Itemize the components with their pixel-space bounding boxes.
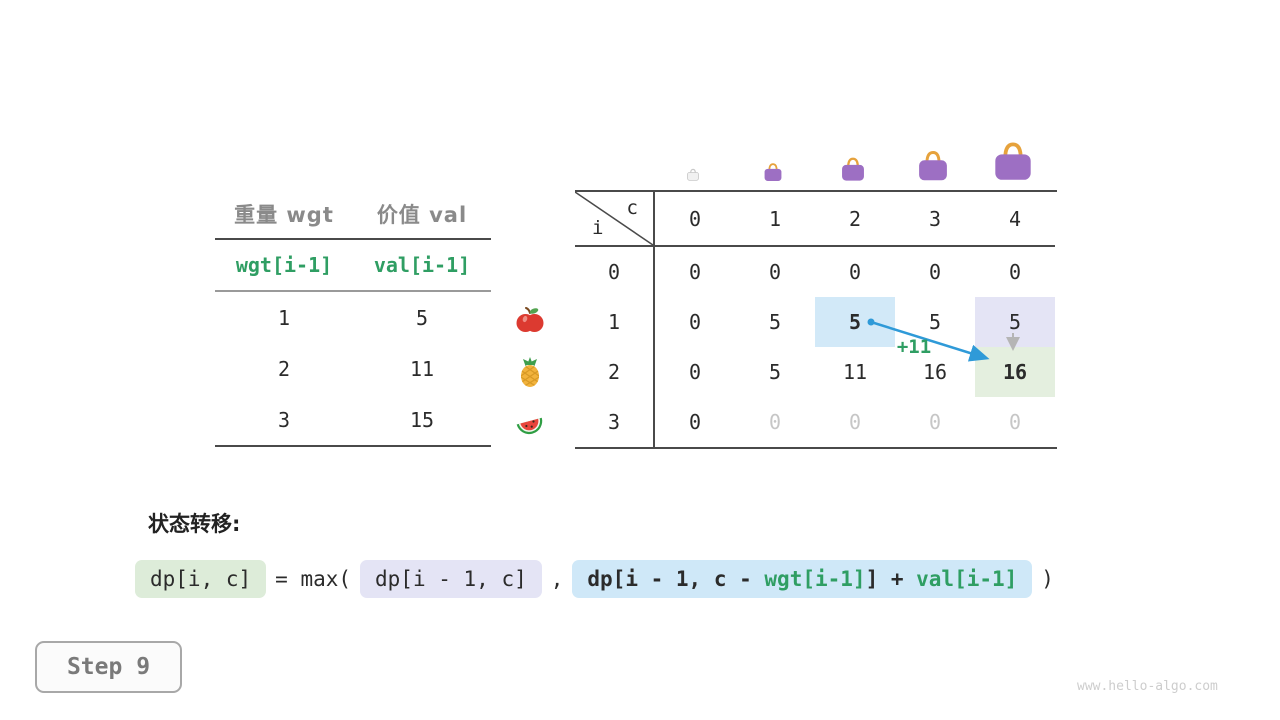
dp-cell: 11	[842, 360, 868, 384]
formula-comma: ,	[550, 567, 564, 591]
dp-row-header: 2	[575, 347, 655, 397]
dp-cell: 0	[1008, 410, 1022, 434]
formula-lhs: dp[i, c]	[135, 560, 267, 598]
watermark: www.hello-algo.com	[1077, 679, 1218, 694]
dp-col-header: 2	[815, 192, 895, 247]
weight-value: 2	[277, 356, 291, 381]
dp-cell: 0	[768, 260, 782, 284]
item-value: 15	[409, 407, 435, 432]
dp-table-corner-cell: c i	[575, 192, 655, 247]
dp-cell-source-up: 5	[975, 297, 1055, 347]
dp-cell: 5	[768, 360, 782, 384]
bag-icon-capacity-3	[915, 149, 951, 182]
value-column-header: 价值 val	[376, 203, 468, 227]
formula-val-term: val[i-1]	[916, 567, 1018, 591]
corner-col-label: c	[626, 197, 638, 219]
item-value: 5	[415, 305, 429, 330]
dp-cell: 0	[848, 260, 862, 284]
watermelon-icon	[514, 408, 546, 440]
corner-row-label: i	[592, 217, 604, 239]
dp-cell: 0	[1008, 260, 1022, 284]
bag-icon-capacity-4	[990, 140, 1036, 182]
dp-row-header: 3	[575, 397, 655, 447]
dp-cell: 0	[688, 410, 702, 434]
dp-cell: 0	[688, 360, 702, 384]
table-row: 2 11	[215, 343, 491, 394]
dp-cell: 0	[688, 260, 702, 284]
wgt-index-label: wgt[i-1]	[235, 253, 333, 277]
dp-col-header: 3	[895, 192, 975, 247]
bag-icon-capacity-1	[762, 162, 784, 182]
value-gain-annotation: +11	[896, 336, 932, 358]
formula-arg-take-mid: ] +	[865, 567, 917, 591]
step-badge: Step 9	[35, 641, 182, 693]
dp-cell: 5	[768, 310, 782, 334]
dp-cell-current: 16	[975, 347, 1055, 397]
dp-col-header: 1	[735, 192, 815, 247]
weights-table-header-row: 重量 wgt 价值 val	[215, 190, 491, 240]
corner-diagonal-line	[575, 192, 653, 245]
bag-icon-capacity-2	[839, 156, 867, 182]
table-row: 3 15	[215, 394, 491, 445]
pineapple-icon	[514, 356, 546, 388]
item-value: 11	[409, 356, 435, 381]
dp-col-header: 4	[975, 192, 1055, 247]
weights-values-table: 重量 wgt 价值 val wgt[i-1] val[i-1] 1 5 2 11…	[215, 190, 491, 447]
formula-arg-take-prefix: dp[i - 1, c -	[587, 567, 765, 591]
dp-cell: 0	[688, 310, 702, 334]
weight-value: 3	[277, 407, 291, 432]
apple-icon	[514, 304, 546, 336]
dp-row-header: 1	[575, 297, 655, 347]
weight-value: 1	[277, 305, 291, 330]
table-row: 1 5	[215, 292, 491, 343]
weights-table-index-row: wgt[i-1] val[i-1]	[215, 240, 491, 292]
val-index-label: val[i-1]	[373, 253, 471, 277]
dp-cell: 0	[848, 410, 862, 434]
state-transition-heading: 状态转移:	[148, 512, 241, 536]
formula-equals-max: = max(	[275, 567, 352, 591]
bag-icon-capacity-0	[686, 168, 700, 181]
dp-table: c i 0 1 2 3 4 0 0 0 0 0 0 1 0 5 5 5 5 2 …	[575, 190, 1057, 449]
dp-cell: 0	[768, 410, 782, 434]
dp-cell: 0	[928, 260, 942, 284]
dp-col-header: 0	[655, 192, 735, 247]
dp-cell-source-left: 5	[815, 297, 895, 347]
formula-arg-skip: dp[i - 1, c]	[360, 560, 542, 598]
state-transition-formula: dp[i, c] = max( dp[i - 1, c] , dp[i - 1,…	[135, 560, 1054, 598]
formula-wgt-term: wgt[i-1]	[764, 567, 866, 591]
dp-cell: 0	[928, 410, 942, 434]
dp-row-header: 0	[575, 247, 655, 297]
formula-close-paren: )	[1041, 567, 1054, 591]
formula-arg-take: dp[i - 1, c - wgt[i-1]] + val[i-1]	[572, 560, 1033, 598]
weight-column-header: 重量 wgt	[234, 203, 334, 227]
dp-cell: 16	[922, 360, 948, 384]
